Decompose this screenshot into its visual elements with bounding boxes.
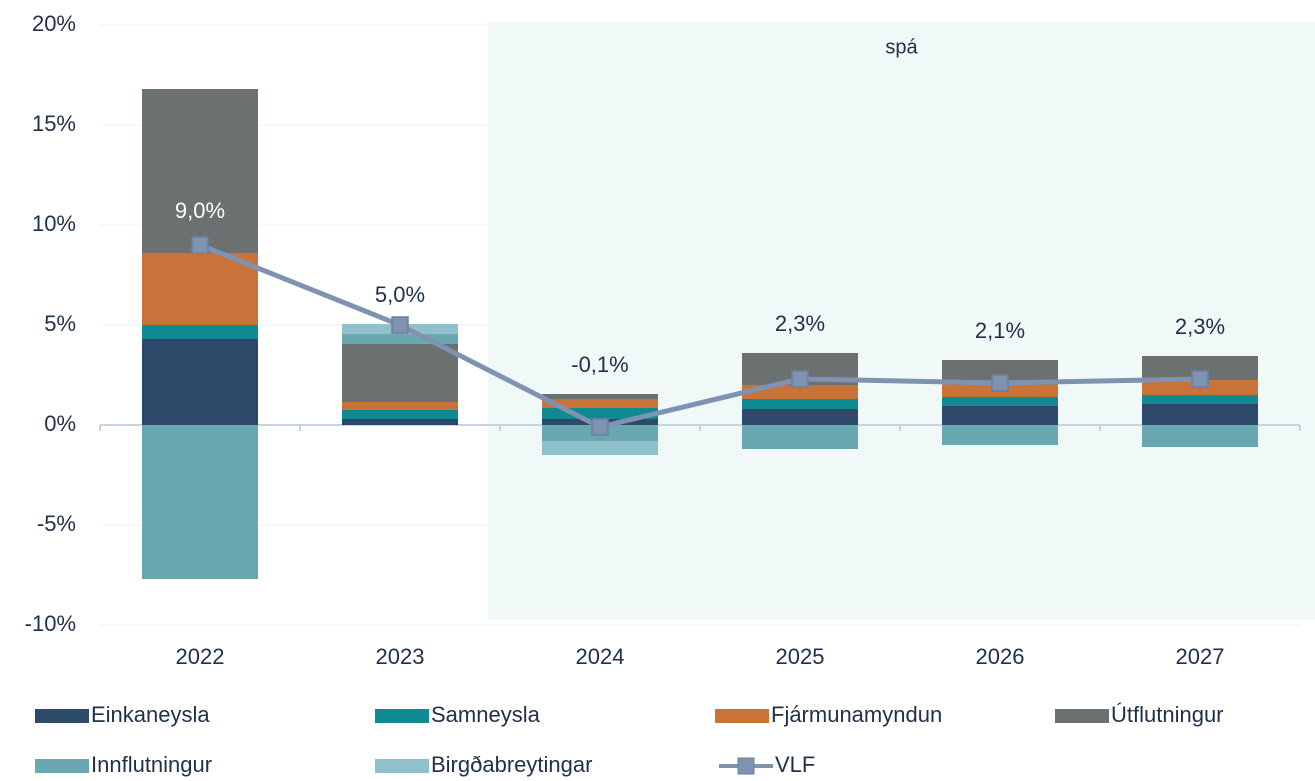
legend-swatch <box>737 757 755 775</box>
legend-swatch <box>715 709 769 723</box>
legend-label: Innflutningur <box>91 752 212 777</box>
bar-segment <box>342 402 458 410</box>
y-tick-label: 5% <box>44 311 76 336</box>
bar-segment <box>542 394 658 399</box>
data-label: -0,1% <box>571 352 628 377</box>
line-marker <box>391 316 409 334</box>
bar-segment <box>142 325 258 339</box>
bar-segment <box>742 409 858 425</box>
bar-segment <box>742 399 858 409</box>
bar-segment <box>942 406 1058 425</box>
line-marker <box>1191 370 1209 388</box>
legend-swatch <box>35 759 89 773</box>
legend-label: Einkaneysla <box>91 702 210 727</box>
y-tick-label: 15% <box>32 111 76 136</box>
bar-segment <box>342 410 458 419</box>
legend-label: Samneysla <box>431 702 541 727</box>
bar-segment <box>542 441 658 455</box>
bar-segment <box>142 253 258 325</box>
y-tick-label: 10% <box>32 211 76 236</box>
legend-swatch <box>375 709 429 723</box>
bar-segment <box>542 408 658 419</box>
y-tick-label: -5% <box>37 511 76 536</box>
data-label: 9,0% <box>175 198 225 223</box>
bar-segment <box>1142 395 1258 404</box>
line-marker <box>591 418 609 436</box>
forecast-label: spá <box>885 36 918 58</box>
bar-segment <box>342 334 458 344</box>
x-tick-label: 2022 <box>176 644 225 669</box>
data-label: 5,0% <box>375 282 425 307</box>
bar-segment <box>342 419 458 425</box>
line-marker <box>991 374 1009 392</box>
legend-label: VLF <box>775 752 815 777</box>
x-tick-label: 2027 <box>1176 644 1225 669</box>
bar-segment <box>942 360 1058 383</box>
legend-label: Útflutningur <box>1111 702 1224 727</box>
bar-segment <box>942 397 1058 406</box>
y-tick-label: 20% <box>32 11 76 36</box>
x-tick-label: 2025 <box>776 644 825 669</box>
x-tick-label: 2024 <box>576 644 625 669</box>
bar-segment <box>1142 404 1258 425</box>
y-tick-label: -10% <box>25 611 76 636</box>
legend-label: Fjármunamyndun <box>771 702 942 727</box>
legend-label: Birgðabreytingar <box>431 752 592 777</box>
bar-segment <box>142 89 258 253</box>
bar-segment <box>742 425 858 449</box>
bar-segment <box>942 425 1058 445</box>
bar-segment <box>142 425 258 579</box>
line-marker <box>191 236 209 254</box>
legend-swatch <box>1055 709 1109 723</box>
data-label: 2,3% <box>1175 314 1225 339</box>
line-marker <box>791 370 809 388</box>
y-tick-label: 0% <box>44 411 76 436</box>
x-tick-label: 2026 <box>976 644 1025 669</box>
line <box>199 242 1201 430</box>
legend-swatch <box>375 759 429 773</box>
data-label: 2,1% <box>975 318 1025 343</box>
data-label: 2,3% <box>775 311 825 336</box>
bar-segment <box>542 399 658 408</box>
x-tick-label: 2023 <box>376 644 425 669</box>
bar-segment <box>1142 425 1258 447</box>
legend-swatch <box>35 709 89 723</box>
bar-segment <box>142 339 258 425</box>
bar-segment <box>342 344 458 402</box>
forecast-shade <box>488 22 1315 620</box>
